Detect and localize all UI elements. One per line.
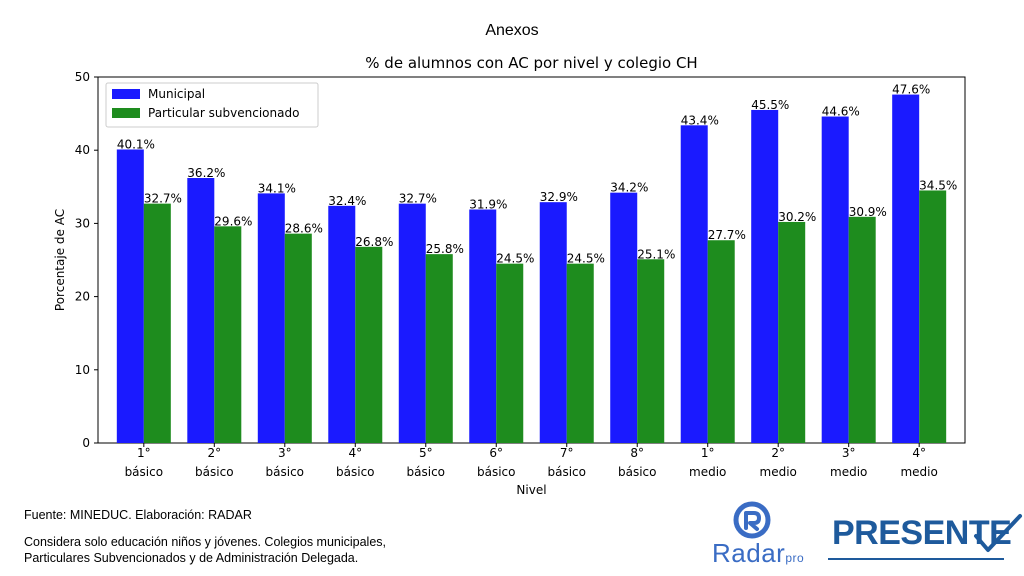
data-label: 43.4% — [681, 113, 719, 127]
x-tick-label: 7° — [560, 446, 574, 460]
x-tick-label: básico — [407, 465, 446, 479]
bar-particular — [496, 263, 524, 443]
data-label: 31.9% — [469, 197, 507, 211]
bar-municipal — [751, 109, 779, 443]
presente-underline — [828, 558, 1004, 560]
x-tick-label: 2° — [771, 446, 785, 460]
data-label: 32.4% — [328, 194, 366, 208]
data-label: 30.2% — [778, 210, 816, 224]
data-label: 24.5% — [496, 252, 534, 266]
data-label: 28.6% — [285, 222, 323, 236]
bar-municipal — [187, 178, 215, 444]
y-tick-label: 0 — [82, 436, 90, 450]
bar-particular — [707, 240, 735, 443]
y-tick-label: 10 — [75, 363, 90, 377]
x-tick-label: 3° — [842, 446, 856, 460]
note-line-1: Considera solo educación niños y jóvenes… — [24, 535, 387, 549]
bar-municipal — [398, 203, 426, 443]
data-label: 27.7% — [708, 228, 746, 242]
x-tick-label: básico — [336, 465, 375, 479]
y-tick-label: 20 — [75, 290, 90, 304]
data-label: 32.7% — [399, 192, 437, 206]
legend-swatch — [112, 108, 140, 118]
bar-municipal — [469, 209, 497, 443]
data-label: 47.6% — [892, 83, 930, 97]
source-note: Fuente: MINEDUC. Elaboración: RADAR — [24, 508, 252, 522]
y-tick-label: 30 — [75, 216, 90, 230]
bar-municipal — [680, 125, 708, 443]
x-tick-label: básico — [125, 465, 164, 479]
x-tick-label: medio — [900, 465, 937, 479]
data-label: 24.5% — [567, 252, 605, 266]
x-tick-label: básico — [618, 465, 657, 479]
data-label: 25.8% — [426, 242, 464, 256]
legend-label: Particular subvencionado — [148, 106, 299, 120]
data-label: 44.6% — [822, 105, 860, 119]
data-label: 26.8% — [355, 235, 393, 249]
bar-particular — [425, 254, 453, 443]
radar-logo-suffix: pro — [785, 551, 805, 565]
legend-box — [105, 82, 319, 128]
bar-particular — [284, 233, 312, 443]
x-tick-label: 1° — [701, 446, 715, 460]
legend-label: Municipal — [148, 87, 205, 101]
legend-swatch — [112, 89, 140, 99]
data-label: 25.1% — [637, 247, 675, 261]
y-tick-label: 50 — [75, 70, 90, 84]
data-label: 40.1% — [117, 137, 155, 151]
x-tick-label: básico — [547, 465, 586, 479]
x-tick-label: 4° — [912, 446, 926, 460]
data-label: 34.1% — [258, 181, 296, 195]
x-tick-label: 2° — [207, 446, 221, 460]
x-tick-label: 5° — [419, 446, 433, 460]
data-label: 34.5% — [919, 178, 957, 192]
bar-particular — [143, 203, 171, 443]
bar-municipal — [257, 193, 285, 443]
x-axis-label: Nivel — [516, 483, 546, 497]
bar-municipal — [821, 116, 849, 443]
x-tick-label: 3° — [278, 446, 292, 460]
x-tick-label: 4° — [348, 446, 362, 460]
plot-frame — [97, 76, 966, 444]
x-tick-label: medio — [760, 465, 797, 479]
data-label: 36.2% — [187, 166, 225, 180]
bar-particular — [214, 226, 242, 443]
bar-particular — [778, 221, 806, 443]
bar-municipal — [539, 202, 567, 443]
checkmark-icon — [974, 514, 1022, 552]
data-label: 45.5% — [751, 98, 789, 112]
bar-municipal — [892, 94, 920, 444]
bar-particular — [919, 190, 947, 443]
note-line-2: Particulares Subvencionados y de Adminis… — [24, 551, 359, 565]
chart-title: % de alumnos con AC por nivel y colegio … — [365, 54, 697, 72]
data-label: 29.6% — [214, 214, 252, 228]
data-label: 32.7% — [144, 192, 182, 206]
x-tick-label: 1° — [137, 446, 151, 460]
x-tick-label: medio — [689, 465, 726, 479]
data-label: 34.2% — [610, 181, 648, 195]
x-tick-label: básico — [195, 465, 234, 479]
bar-particular — [848, 216, 876, 443]
data-label: 32.9% — [540, 190, 578, 204]
bar-particular — [566, 263, 594, 443]
bar-chart: % de alumnos con AC por nivel y colegio … — [53, 54, 966, 497]
radar-logo-icon — [733, 501, 771, 539]
x-tick-label: medio — [830, 465, 867, 479]
x-tick-label: básico — [266, 465, 305, 479]
bar-particular — [637, 259, 665, 443]
bar-municipal — [610, 192, 638, 443]
presente-logo: PRESENTE — [822, 510, 1022, 566]
radar-logo: Radarpro — [712, 500, 812, 570]
x-tick-label: 8° — [630, 446, 644, 460]
x-tick-label: 6° — [489, 446, 503, 460]
y-axis-label: Porcentaje de AC — [53, 209, 67, 311]
bar-particular — [355, 246, 383, 443]
bar-municipal — [328, 205, 356, 443]
y-tick-label: 40 — [75, 143, 90, 157]
x-tick-label: básico — [477, 465, 516, 479]
data-label: 30.9% — [849, 205, 887, 219]
slide-title: Anexos — [485, 22, 539, 39]
bar-municipal — [116, 149, 144, 443]
radar-logo-word: Radar — [712, 538, 786, 568]
